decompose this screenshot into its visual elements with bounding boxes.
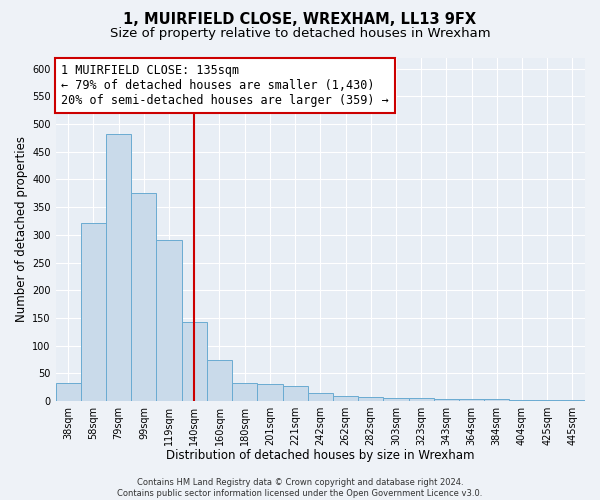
Bar [484, 400, 509, 401]
Text: Size of property relative to detached houses in Wrexham: Size of property relative to detached ho… [110, 28, 490, 40]
Bar [131, 194, 157, 401]
Bar [308, 393, 333, 401]
X-axis label: Distribution of detached houses by size in Wrexham: Distribution of detached houses by size … [166, 450, 475, 462]
Bar [560, 400, 585, 401]
Bar [333, 396, 358, 401]
Bar [106, 134, 131, 401]
Text: 1, MUIRFIELD CLOSE, WREXHAM, LL13 9FX: 1, MUIRFIELD CLOSE, WREXHAM, LL13 9FX [124, 12, 476, 28]
Bar [283, 386, 308, 401]
Bar [434, 399, 459, 401]
Bar [358, 396, 383, 401]
Bar [182, 322, 207, 401]
Bar [409, 398, 434, 401]
Bar [81, 222, 106, 401]
Bar [459, 400, 484, 401]
Bar [257, 384, 283, 401]
Bar [232, 384, 257, 401]
Bar [535, 400, 560, 401]
Bar [509, 400, 535, 401]
Text: Contains HM Land Registry data © Crown copyright and database right 2024.
Contai: Contains HM Land Registry data © Crown c… [118, 478, 482, 498]
Text: 1 MUIRFIELD CLOSE: 135sqm
← 79% of detached houses are smaller (1,430)
20% of se: 1 MUIRFIELD CLOSE: 135sqm ← 79% of detac… [61, 64, 389, 108]
Bar [207, 360, 232, 401]
Bar [383, 398, 409, 401]
Y-axis label: Number of detached properties: Number of detached properties [15, 136, 28, 322]
Bar [56, 384, 81, 401]
Bar [157, 240, 182, 401]
